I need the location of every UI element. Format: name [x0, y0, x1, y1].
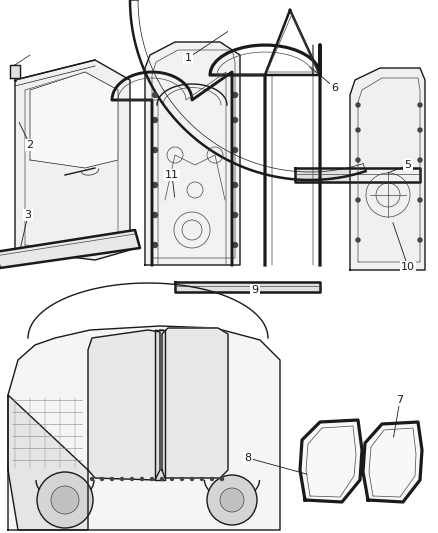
Circle shape: [220, 488, 244, 512]
Circle shape: [207, 475, 257, 525]
Circle shape: [233, 148, 237, 152]
Circle shape: [180, 478, 184, 481]
Text: 9: 9: [251, 285, 258, 295]
Circle shape: [418, 238, 422, 242]
Polygon shape: [0, 230, 140, 268]
Circle shape: [51, 486, 79, 514]
Text: 1: 1: [184, 53, 191, 63]
Circle shape: [152, 148, 158, 152]
Polygon shape: [155, 330, 165, 480]
Circle shape: [356, 198, 360, 202]
Polygon shape: [162, 328, 228, 478]
Circle shape: [152, 213, 158, 217]
Circle shape: [131, 478, 134, 481]
Circle shape: [170, 478, 173, 481]
Polygon shape: [8, 395, 88, 530]
Circle shape: [418, 103, 422, 107]
Circle shape: [110, 478, 113, 481]
Text: 3: 3: [25, 210, 32, 220]
Circle shape: [233, 213, 237, 217]
Circle shape: [356, 158, 360, 162]
Circle shape: [152, 182, 158, 188]
Polygon shape: [295, 168, 420, 182]
Text: 6: 6: [332, 83, 339, 93]
Circle shape: [141, 478, 144, 481]
Circle shape: [160, 478, 163, 481]
Text: 7: 7: [396, 395, 403, 405]
Polygon shape: [8, 326, 280, 530]
Circle shape: [91, 478, 93, 481]
Polygon shape: [363, 422, 422, 502]
Polygon shape: [145, 42, 240, 265]
Text: 11: 11: [165, 170, 179, 180]
Circle shape: [356, 103, 360, 107]
Circle shape: [220, 478, 223, 481]
Circle shape: [233, 182, 237, 188]
Circle shape: [120, 478, 124, 481]
Circle shape: [356, 128, 360, 132]
Circle shape: [152, 243, 158, 247]
Circle shape: [100, 478, 103, 481]
Circle shape: [191, 478, 194, 481]
Polygon shape: [175, 282, 320, 292]
Text: 10: 10: [401, 262, 415, 272]
Circle shape: [152, 93, 158, 98]
Circle shape: [233, 93, 237, 98]
Circle shape: [201, 478, 204, 481]
Text: 5: 5: [405, 160, 411, 170]
Circle shape: [418, 198, 422, 202]
Circle shape: [151, 478, 153, 481]
Circle shape: [37, 472, 93, 528]
Circle shape: [233, 117, 237, 123]
Polygon shape: [88, 330, 160, 480]
Circle shape: [233, 243, 237, 247]
Polygon shape: [300, 420, 362, 502]
Text: 8: 8: [244, 453, 251, 463]
Polygon shape: [15, 60, 130, 260]
Circle shape: [211, 478, 213, 481]
Polygon shape: [10, 65, 20, 78]
Polygon shape: [30, 72, 118, 168]
Circle shape: [418, 128, 422, 132]
Polygon shape: [350, 68, 425, 270]
Circle shape: [418, 158, 422, 162]
Circle shape: [356, 238, 360, 242]
Text: 2: 2: [26, 140, 34, 150]
Circle shape: [152, 117, 158, 123]
